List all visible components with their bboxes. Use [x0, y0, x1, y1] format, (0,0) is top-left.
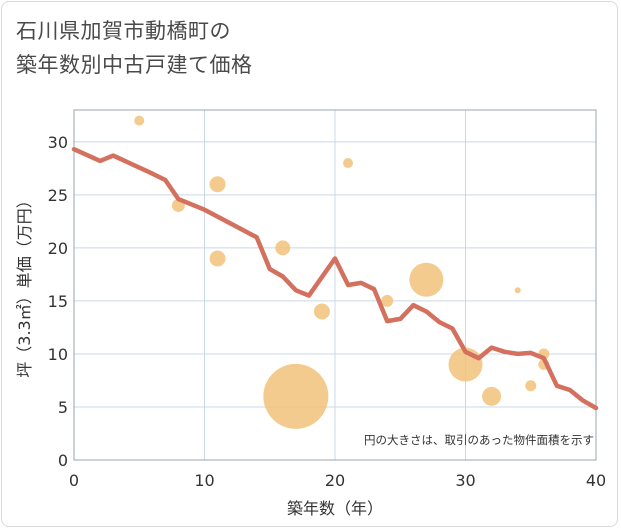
- bubble-point: [209, 250, 226, 267]
- bubble-point: [275, 240, 291, 256]
- line-layer: [71, 146, 599, 411]
- chart-title-line1: 石川県加賀市動橋町の: [16, 19, 231, 43]
- chart-title: 石川県加賀市動橋町の 築年数別中古戸建て価格: [16, 14, 253, 82]
- y-tick-label: 15: [48, 292, 68, 311]
- x-axis-label: 築年数（年）: [287, 499, 383, 518]
- chart-title-line2: 築年数別中古戸建て価格: [16, 53, 253, 77]
- y-tick-labels: 0 5 10 15 20 25 30: [48, 133, 68, 470]
- x-tick-label: 30: [455, 471, 475, 490]
- bubble-point: [134, 115, 145, 126]
- bubble-size-note: 円の大きさは、取引のあった物件面積を示す: [364, 433, 594, 447]
- x-tick-label: 0: [69, 471, 79, 490]
- bubble-point: [409, 262, 444, 297]
- y-tick-label: 25: [48, 186, 68, 205]
- bubble-point: [263, 363, 329, 429]
- y-axis-label: 坪（3.3㎡）単価（万円）: [15, 192, 34, 377]
- average-price-line: [71, 146, 599, 411]
- y-tick-label: 5: [58, 398, 68, 417]
- grid-lines: [74, 110, 596, 460]
- x-tick-label: 20: [325, 471, 345, 490]
- y-tick-label: 20: [48, 239, 68, 258]
- y-tick-label: 0: [58, 451, 68, 470]
- x-tick-label: 40: [586, 471, 606, 490]
- bubble-point: [514, 287, 521, 294]
- x-tick-labels: 0 10 20 30 40: [69, 471, 606, 490]
- bubble-point: [381, 294, 394, 307]
- bubble-point: [313, 303, 330, 320]
- bubble-point: [525, 380, 537, 392]
- bubble-layer: [134, 115, 550, 429]
- y-tick-label: 30: [48, 133, 68, 152]
- plot-border: [73, 109, 597, 461]
- x-tick-label: 10: [194, 471, 214, 490]
- bubble-point: [343, 158, 354, 169]
- bubble-point: [209, 176, 226, 193]
- bubble-point: [482, 386, 502, 406]
- y-tick-label: 10: [48, 345, 68, 364]
